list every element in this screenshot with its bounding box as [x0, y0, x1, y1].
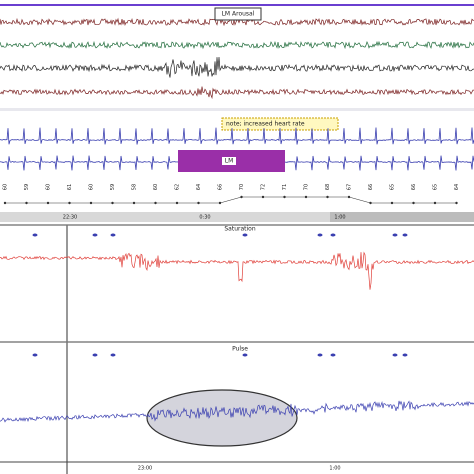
hr-dot [283, 195, 286, 199]
event-label-box [222, 157, 236, 165]
event-dot [402, 233, 408, 237]
hr-dot [412, 201, 415, 205]
event-dot [392, 233, 398, 237]
hr-value: 66 [218, 184, 224, 190]
hr-dot [68, 201, 71, 205]
note-text: note; increased heart rate [226, 121, 305, 128]
hr-value: 59 [24, 184, 30, 190]
hr-dot [390, 201, 394, 205]
hr-dot [25, 201, 28, 205]
hr-dot [304, 195, 308, 199]
hr-value: 62 [175, 184, 181, 190]
timeline-label: 22:30 [63, 215, 77, 221]
event-dot [110, 233, 116, 237]
panel-title: Saturation [224, 226, 255, 233]
timeline-label: 0:30 [199, 215, 210, 221]
hr-value: 61 [67, 184, 73, 190]
hr-dot [218, 201, 222, 205]
timeline-bar [0, 212, 474, 222]
hr-value: 66 [368, 184, 374, 190]
marker-box [214, 7, 262, 21]
signal-trace [0, 56, 474, 78]
timeline-label: 1:00 [334, 215, 345, 221]
hr-value: 65 [433, 184, 439, 190]
hr-value: 66 [411, 184, 417, 190]
hr-value: 70 [304, 184, 310, 190]
hr-dot [197, 201, 200, 205]
event-dot [317, 353, 323, 357]
hr-dot [154, 201, 157, 205]
hr-dot [347, 195, 351, 199]
hr-dot [326, 195, 329, 199]
hr-dot [369, 201, 372, 205]
hr-dot [261, 195, 265, 199]
timeline-selection [330, 212, 474, 222]
signal-trace [0, 40, 474, 50]
hr-value: 65 [390, 184, 396, 190]
marker-label: LM Arousal [222, 11, 255, 18]
event-dot [32, 233, 38, 237]
event-dot [92, 353, 98, 357]
time-label: 23:00 [138, 466, 152, 472]
hr-dot [89, 201, 93, 205]
event-dot [242, 353, 248, 357]
hr-value: 64 [196, 184, 202, 190]
hr-value: 70 [239, 184, 245, 190]
panel-title: Pulse [232, 346, 248, 353]
hr-dot [132, 201, 136, 205]
hr-dot [240, 195, 243, 199]
signal-trace [0, 251, 474, 290]
hr-value: 68 [325, 184, 331, 190]
event-dot [32, 353, 38, 357]
hr-dot [455, 201, 458, 205]
event-dot [242, 233, 248, 237]
hr-dot [3, 201, 7, 205]
hr-dot [175, 201, 179, 205]
event-label: LM [225, 158, 234, 165]
hr-value: 60 [89, 184, 95, 190]
hr-value: 59 [110, 184, 116, 190]
event-dot [402, 353, 408, 357]
hr-line [5, 196, 457, 204]
separator [0, 108, 474, 111]
time-label: 1:00 [329, 466, 340, 472]
event-dot [330, 233, 336, 237]
hr-value: 72 [261, 184, 267, 190]
hr-value: 58 [132, 184, 138, 190]
ecg-trace [0, 127, 474, 145]
highlight-ellipse [146, 389, 298, 447]
event-dot [392, 353, 398, 357]
signal-trace [0, 86, 474, 100]
hr-dot [46, 201, 50, 205]
hr-value: 60 [153, 184, 159, 190]
event-dot [110, 353, 116, 357]
event-dot [92, 233, 98, 237]
hr-dot [433, 201, 437, 205]
hr-dot [111, 201, 114, 205]
hr-value: 60 [46, 184, 52, 190]
event-dot [317, 233, 323, 237]
hr-value: 71 [282, 184, 288, 190]
event-dot [330, 353, 336, 357]
hr-value: 60 [3, 184, 9, 190]
hr-value: 67 [347, 184, 353, 190]
hr-value: 64 [454, 184, 460, 190]
signal-trace [0, 400, 474, 423]
